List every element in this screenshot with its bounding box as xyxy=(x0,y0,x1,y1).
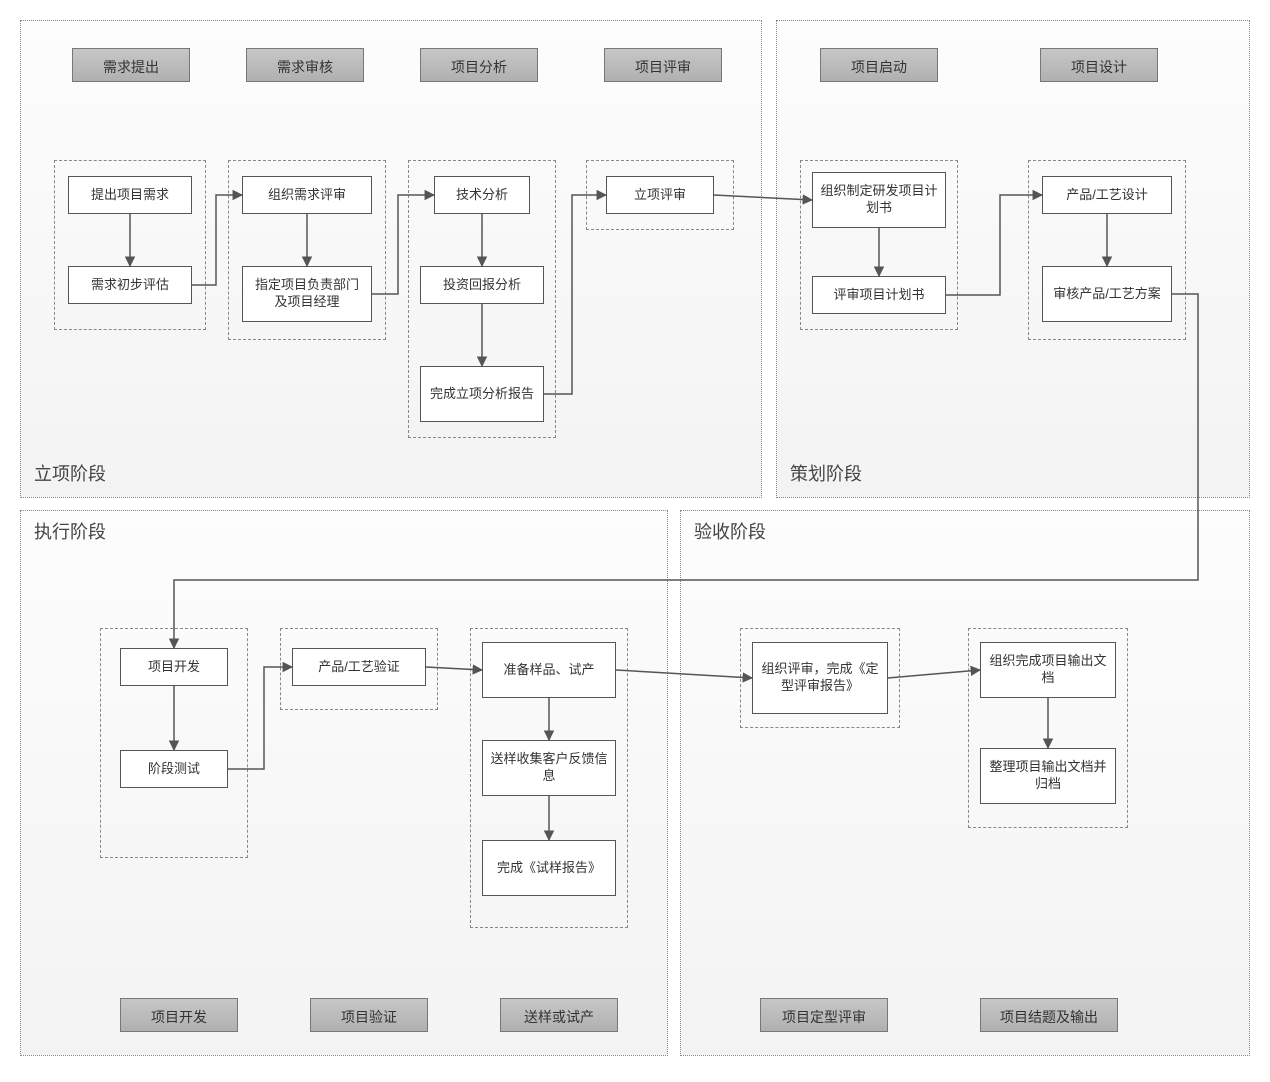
header-box: 项目定型评审 xyxy=(760,998,888,1032)
header-box: 需求审核 xyxy=(246,48,364,82)
header-box: 项目分析 xyxy=(420,48,538,82)
node-n13: 项目开发 xyxy=(120,648,228,686)
stage-label-s4: 验收阶段 xyxy=(694,518,766,544)
node-n9: 组织制定研发项目计划书 xyxy=(812,172,946,228)
stage-label-s3: 执行阶段 xyxy=(34,518,106,544)
node-n19: 组织评审，完成《定型评审报告》 xyxy=(752,642,888,714)
node-n11: 产品/工艺设计 xyxy=(1042,176,1172,214)
node-n5: 技术分析 xyxy=(434,176,530,214)
node-n16: 准备样品、试产 xyxy=(482,642,616,698)
node-n17: 送样收集客户反馈信息 xyxy=(482,740,616,796)
header-box: 项目评审 xyxy=(604,48,722,82)
stage-s4 xyxy=(680,510,1250,1056)
node-n8: 立项评审 xyxy=(606,176,714,214)
node-n20: 组织完成项目输出文档 xyxy=(980,642,1116,698)
node-n7: 完成立项分析报告 xyxy=(420,366,544,422)
header-box: 送样或试产 xyxy=(500,998,618,1032)
node-n4: 指定项目负责部门及项目经理 xyxy=(242,266,372,322)
node-n10: 评审项目计划书 xyxy=(812,276,946,314)
flowchart-canvas: 立项阶段 策划阶段执行阶段 验收阶段 需求提出 需求审核 项目分析 项目评审 项目启动 项目设计… xyxy=(20,20,1250,1062)
header-box: 项目设计 xyxy=(1040,48,1158,82)
node-n15: 产品/工艺验证 xyxy=(292,648,426,686)
node-n12: 审核产品/工艺方案 xyxy=(1042,266,1172,322)
node-n18: 完成《试样报告》 xyxy=(482,840,616,896)
node-n21: 整理项目输出文档并归档 xyxy=(980,748,1116,804)
node-n3: 组织需求评审 xyxy=(242,176,372,214)
stage-label-s1: 立项阶段 xyxy=(34,460,106,486)
header-box: 需求提出 xyxy=(72,48,190,82)
header-box: 项目验证 xyxy=(310,998,428,1032)
header-box: 项目开发 xyxy=(120,998,238,1032)
node-n6: 投资回报分析 xyxy=(420,266,544,304)
header-box: 项目结题及输出 xyxy=(980,998,1118,1032)
node-n1: 提出项目需求 xyxy=(68,176,192,214)
node-n2: 需求初步评估 xyxy=(68,266,192,304)
stage-label-s2: 策划阶段 xyxy=(790,460,862,486)
node-n14: 阶段测试 xyxy=(120,750,228,788)
header-box: 项目启动 xyxy=(820,48,938,82)
